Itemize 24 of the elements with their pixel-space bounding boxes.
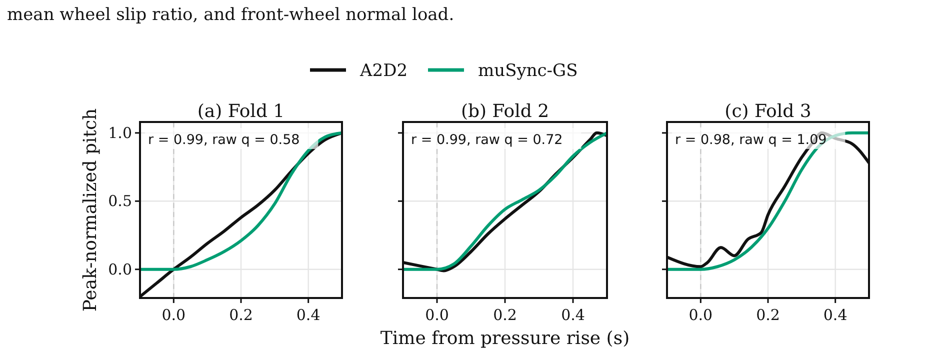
x-tick-label: 0.0	[162, 306, 186, 324]
chart-title: (b) Fold 2	[460, 101, 550, 122]
annotation: r = 0.99, raw q = 0.58	[148, 132, 300, 148]
y-tick-label: 0.0	[108, 260, 132, 278]
x-axis-title: Time from pressure rise (s)	[380, 328, 630, 349]
x-tick-label: 0.4	[823, 306, 848, 324]
x-tick-label: 0.2	[756, 306, 780, 324]
y-tick-label: 0.5	[108, 192, 132, 210]
line-series	[140, 131, 342, 271]
x-tick-label: 0.0	[425, 306, 449, 324]
text: mean wheel slip ratio, and front-wheel normal load.	[7, 5, 454, 25]
y-axis-title: Peak-normalized pitch	[80, 108, 101, 312]
chart-title: (c) Fold 3	[724, 101, 812, 122]
x-tick-label: 0.2	[229, 306, 253, 324]
legend-label: muSync-GS	[478, 61, 578, 81]
annotation: r = 0.98, raw q = 1.09	[675, 132, 827, 148]
annotation: r = 0.99, raw q = 0.72	[411, 132, 563, 148]
x-tick-label: 0.4	[296, 306, 320, 324]
x-tick-label: 0.0	[688, 306, 713, 324]
x-tick-label: 0.2	[493, 306, 517, 324]
legend-label: A2D2	[359, 61, 408, 81]
x-tick-label: 0.4	[561, 306, 585, 324]
y-tick-label: 1.0	[108, 124, 132, 142]
chart-title: (a) Fold 1	[197, 101, 285, 122]
